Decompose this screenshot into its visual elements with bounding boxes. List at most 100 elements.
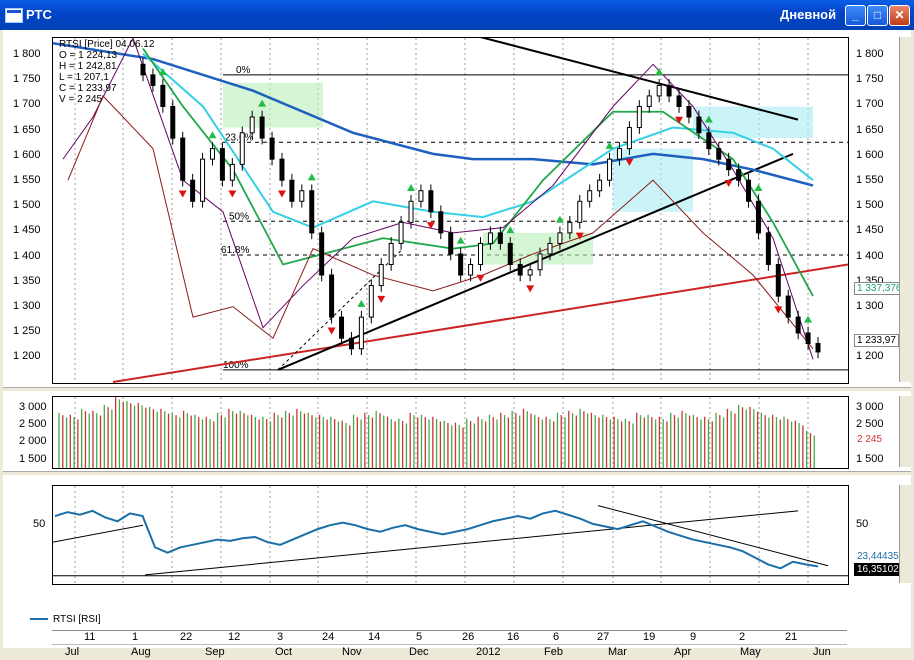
month-label: Nov bbox=[342, 646, 362, 658]
rsi-scrollbar[interactable] bbox=[899, 485, 911, 583]
rsi-axis-left-50: 50 bbox=[33, 518, 46, 530]
date-tick: 6 bbox=[553, 631, 560, 643]
signal-up-arrow bbox=[704, 115, 713, 123]
signal-down-arrow bbox=[327, 327, 336, 335]
price-candle bbox=[339, 316, 345, 339]
price-candle bbox=[150, 74, 156, 86]
price-legend: RTSI [Price] 04.06.12 O = 1 224,13 H = 1… bbox=[59, 39, 154, 105]
date-axis-line bbox=[52, 630, 847, 631]
rsi-pane[interactable]: 50 50 23,444351 16,35102 RTSI [RSI] 11 1… bbox=[3, 475, 911, 658]
volume-pane[interactable]: 3 000 2 500 2 000 1 500 3 000 2 500 1 50… bbox=[3, 391, 911, 470]
signal-down-arrow bbox=[575, 232, 584, 240]
fib-label: 23.6% bbox=[225, 132, 253, 143]
signal-up-arrow bbox=[804, 315, 813, 323]
price-candle bbox=[249, 116, 255, 134]
price-candle bbox=[805, 332, 811, 344]
price-candle bbox=[269, 137, 275, 160]
volume-axis-left-1500: 1 500 bbox=[19, 453, 47, 465]
close-button[interactable]: ✕ bbox=[889, 5, 910, 26]
rsi-level-tag: 16,35102 bbox=[854, 563, 902, 576]
price-axis-left-1300: 1 300 bbox=[13, 300, 41, 312]
fib-label: 100% bbox=[223, 360, 249, 371]
price-axis-right-1550: 1 550 bbox=[856, 174, 884, 186]
date-tick: 11 bbox=[84, 631, 96, 643]
moving-average-cyan bbox=[142, 53, 814, 229]
price-candle bbox=[279, 158, 285, 181]
price-plot-area[interactable]: 0% 23.6% 50% 61.8% 100% bbox=[52, 37, 849, 384]
price-axis-right-1750: 1 750 bbox=[856, 73, 884, 85]
date-tick: 21 bbox=[785, 631, 798, 643]
price-candle bbox=[348, 337, 354, 350]
price-candle bbox=[746, 179, 752, 202]
price-candle bbox=[478, 242, 483, 265]
signal-down-arrow bbox=[377, 295, 386, 303]
price-candle bbox=[319, 232, 325, 276]
volume-scrollbar[interactable] bbox=[899, 396, 911, 467]
cloud-region bbox=[223, 82, 323, 128]
signal-up-arrow bbox=[357, 299, 366, 307]
month-label: Apr bbox=[674, 646, 692, 658]
signal-down-arrow bbox=[526, 285, 535, 293]
trend-line-red bbox=[112, 263, 848, 383]
price-candle bbox=[656, 84, 662, 97]
volume-axis-right-1500: 1 500 bbox=[856, 453, 884, 465]
volume-plot-area[interactable] bbox=[52, 396, 849, 469]
month-label: 2012 bbox=[476, 646, 501, 658]
minimize-button[interactable]: _ bbox=[845, 5, 866, 26]
price-candle bbox=[329, 274, 335, 318]
price-candle bbox=[448, 232, 454, 255]
signal-up-arrow bbox=[307, 173, 316, 181]
price-candle bbox=[775, 263, 781, 297]
price-axis-left-1700: 1 700 bbox=[13, 98, 41, 110]
price-candle bbox=[726, 158, 732, 171]
maximize-button[interactable]: □ bbox=[867, 5, 888, 26]
last-price-tag: 1 233,97 bbox=[854, 334, 899, 347]
signal-down-arrow bbox=[625, 158, 634, 166]
title-bar: РТС Дневной _ □ ✕ bbox=[0, 0, 914, 30]
price-candle bbox=[686, 105, 692, 118]
price-candle bbox=[765, 232, 771, 265]
price-axis-left-1650: 1 650 bbox=[13, 124, 41, 136]
price-candle bbox=[289, 179, 295, 202]
date-tick: 19 bbox=[643, 631, 656, 643]
signal-up-arrow bbox=[158, 68, 167, 76]
price-candle bbox=[428, 190, 434, 213]
price-candle bbox=[468, 263, 474, 276]
price-candle bbox=[527, 269, 533, 276]
envelope-line bbox=[67, 95, 814, 350]
price-candle bbox=[497, 232, 503, 244]
price-chart-svg: 0% 23.6% 50% 61.8% 100% bbox=[53, 38, 848, 383]
fib-label: 50% bbox=[229, 211, 249, 222]
price-axis-right-1800: 1 800 bbox=[856, 48, 884, 60]
date-tick: 5 bbox=[416, 631, 423, 643]
price-candle bbox=[160, 84, 166, 107]
month-label: Aug bbox=[131, 646, 151, 658]
price-candle bbox=[190, 179, 196, 202]
price-candle bbox=[626, 127, 632, 150]
price-candle bbox=[785, 295, 791, 318]
signal-down-arrow bbox=[228, 190, 237, 198]
rsi-trend-line bbox=[597, 505, 829, 567]
signal-up-arrow bbox=[506, 226, 515, 234]
price-candle bbox=[378, 263, 384, 287]
price-scrollbar[interactable] bbox=[899, 37, 911, 382]
date-axis-divider bbox=[52, 644, 847, 645]
price-candle bbox=[200, 158, 206, 202]
month-label: Mar bbox=[608, 646, 627, 658]
signal-up-arrow bbox=[208, 131, 217, 139]
price-candle bbox=[180, 137, 186, 181]
signal-down-arrow bbox=[277, 190, 286, 198]
timeframe-label: Дневной bbox=[780, 7, 837, 22]
price-candle bbox=[547, 242, 553, 255]
price-candle bbox=[358, 316, 364, 350]
price-candle bbox=[507, 242, 513, 265]
chart-window: 0% 23.6% 50% 61.8% 100% RTSI [Price] 04.06.1… bbox=[3, 30, 911, 658]
price-pane[interactable]: 0% 23.6% 50% 61.8% 100% RTSI [Price] 04.06.1… bbox=[3, 30, 911, 386]
rsi-plot-area[interactable] bbox=[52, 485, 849, 585]
signal-up-arrow bbox=[407, 183, 416, 191]
date-tick: 26 bbox=[462, 631, 475, 643]
price-legend-close: C = 1 233,97 bbox=[59, 83, 117, 94]
price-candle bbox=[487, 232, 493, 244]
signal-down-arrow bbox=[476, 274, 485, 282]
price-axis-left-1550: 1 550 bbox=[13, 174, 41, 186]
